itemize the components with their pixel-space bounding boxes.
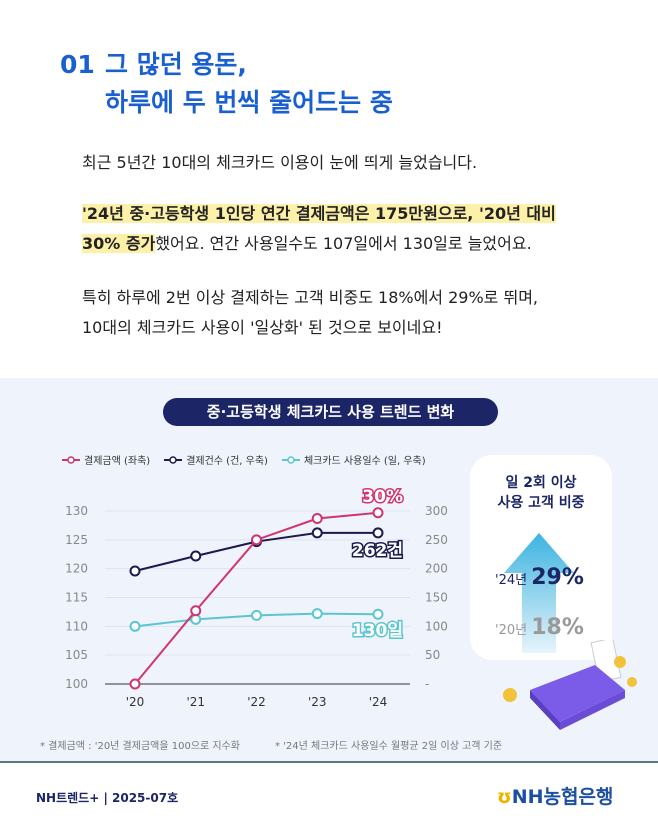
data-annotation: 262건 (352, 541, 403, 561)
paragraph-2: '24년 중·고등학생 1인당 연간 결제금액은 175만원으로, '20년 대… (82, 199, 556, 259)
legend-item: 결제건수 (건, 우축) (164, 452, 268, 467)
right-tick-label: 300 (425, 504, 448, 518)
highlight-text: 30% 증가 (82, 234, 156, 253)
x-tick-label: '22 (247, 695, 266, 709)
nh-logo: ʊNH농협은행 (497, 782, 613, 809)
data-point (251, 534, 262, 546)
data-point (372, 507, 384, 519)
legend-marker-icon (164, 455, 183, 464)
data-point (311, 608, 323, 620)
issue-label: NH트렌드+ | 2025-07호 (36, 791, 179, 805)
title-line2: 하루에 두 번씩 줄어드는 중 (105, 88, 393, 117)
logo-icon: ʊ (497, 786, 512, 808)
right-tick-label: 100 (425, 619, 448, 633)
right-tick-label: 250 (425, 533, 448, 547)
paragraph-3: 특히 하루에 2번 이상 결제하는 고객 비중도 18%에서 29%로 뛰며, … (82, 283, 538, 343)
paragraph-1: 최근 5년간 10대의 체크카드 이용이 눈에 띄게 늘었습니다. (82, 153, 478, 172)
callout-2020: '20년 18% (495, 615, 584, 640)
year-label: '24년 (495, 573, 528, 588)
right-tick-label: 50 (425, 648, 440, 662)
data-point (372, 527, 384, 539)
right-tick-label: - (425, 677, 429, 691)
left-tick-label: 100 (65, 677, 88, 691)
chart-legend: 결제금액 (좌축) 결제건수 (건, 우축) 체크카드 사용일수 (일, 우축) (62, 452, 426, 467)
x-tick-label: '21 (186, 695, 205, 709)
data-point (311, 512, 323, 524)
data-annotation: 130일 (352, 621, 403, 641)
legend-label: 결제금액 (좌축) (84, 456, 151, 467)
left-tick-label: 130 (65, 504, 88, 518)
legend-marker-icon (62, 455, 80, 464)
data-point (372, 608, 384, 620)
card-terminal-icon (503, 640, 637, 730)
data-point (311, 527, 323, 539)
left-tick-label: 110 (65, 619, 88, 633)
value: 29% (531, 565, 584, 590)
value: 18% (531, 615, 584, 640)
title-line1: 그 많던 용돈, (105, 50, 247, 79)
legend-item: 결제금액 (좌축) (62, 452, 150, 467)
right-tick-label: 150 (425, 591, 448, 605)
legend-item: 체크카드 사용일수 (일, 우축) (281, 452, 426, 467)
data-annotation: 30% (362, 487, 403, 507)
legend-marker-icon (281, 455, 300, 464)
left-tick-label: 120 (65, 562, 88, 576)
footnote: * '24년 체크카드 사용일수 월평균 2일 이상 고객 기준 (275, 741, 503, 752)
paragraph-3-line1: 특히 하루에 2번 이상 결제하는 고객 비중도 18%에서 29%로 뛰며, (82, 288, 539, 307)
line-chart: 100 - 105 50 110 100 115 150 120 200 125 250 130 300 '… (65, 486, 448, 710)
x-tick-label: '20 (126, 695, 145, 709)
highlight-text: '24년 중·고등학생 1인당 연간 결제금액은 175만원으로, '20년 대… (82, 204, 556, 223)
left-tick-label: 125 (65, 533, 88, 547)
logo-text: NH농협은행 (511, 786, 614, 808)
callout-title: 사용 고객 비중 (497, 495, 585, 511)
paragraph-3-line2: 10대의 체크카드 사용이 '일상화' 된 것으로 보이네요! (82, 318, 443, 337)
data-point (129, 678, 141, 690)
page-title: 01 그 많던 용돈, 하루에 두 번씩 줄어드는 중 (60, 46, 393, 122)
x-tick-label: '23 (308, 695, 327, 709)
chart-title: 중·고등학생 체크카드 사용 트렌드 변화 (163, 398, 498, 426)
up-arrow-icon (504, 533, 574, 653)
callout-title: 일 2회 이상 (505, 475, 577, 491)
callout-2024: '24년 29% (495, 565, 584, 590)
data-point (190, 605, 202, 617)
footnote: * 결제금액 : '20년 결제금액을 100으로 지수화 (40, 741, 241, 752)
legend-label: 체크카드 사용일수 (일, 우축) (303, 456, 426, 467)
year-label: '20년 (495, 623, 528, 638)
x-tick-label: '24 (369, 695, 388, 709)
right-tick-label: 200 (425, 562, 448, 576)
left-tick-label: 105 (65, 648, 88, 662)
legend-label: 결제건수 (건, 우축) (186, 456, 268, 467)
data-point (251, 609, 262, 621)
data-point (129, 620, 141, 632)
section-number: 01 (60, 50, 95, 79)
data-point (190, 550, 202, 562)
left-tick-label: 115 (65, 591, 88, 605)
data-point (129, 565, 141, 577)
paragraph-2-rest: 했어요. 연간 사용일수도 107일에서 130일로 늘었어요. (155, 234, 532, 253)
